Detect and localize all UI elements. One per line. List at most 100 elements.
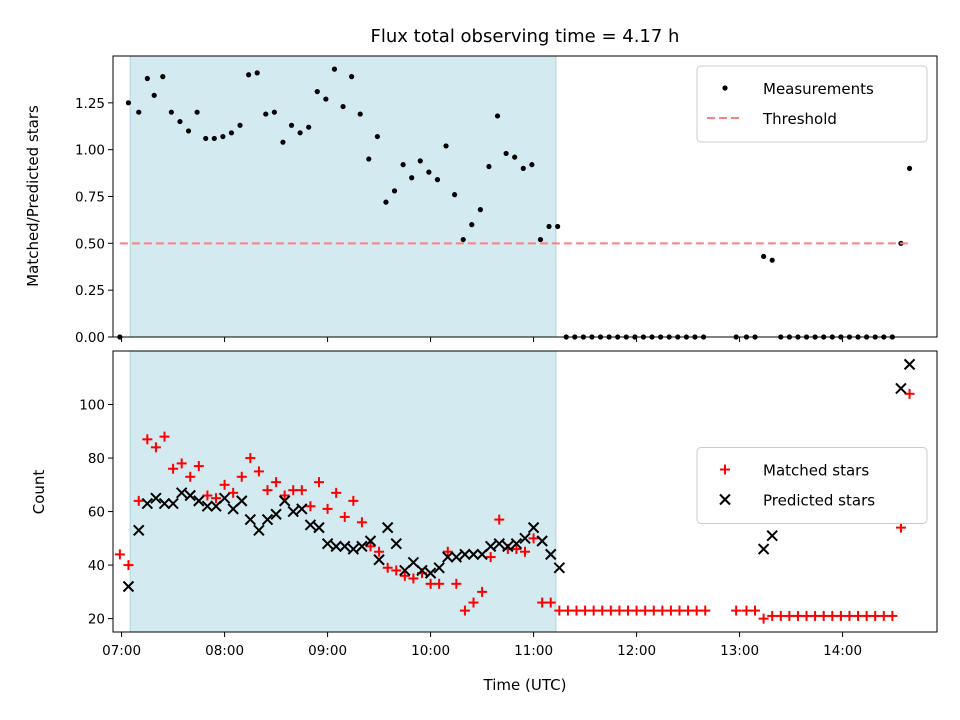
x-axis-label: Time (UTC) xyxy=(483,676,567,694)
predicted-star-point xyxy=(510,537,523,550)
predicted-star-point xyxy=(122,580,135,593)
x-stroke xyxy=(545,548,557,561)
x-stroke xyxy=(296,503,308,515)
predicted-star-point xyxy=(201,500,214,512)
predicted-star-point xyxy=(313,521,325,534)
predicted-star-point xyxy=(330,540,342,553)
predicted-star-point xyxy=(381,521,394,534)
predicted-star-point xyxy=(133,524,145,537)
predicted-star-point xyxy=(356,540,368,553)
measurement-point xyxy=(237,122,243,128)
x-stroke xyxy=(527,521,540,534)
measurement-point xyxy=(246,72,252,78)
x-stroke xyxy=(141,497,154,510)
x-stroke xyxy=(493,537,505,550)
predicted-star-point xyxy=(287,505,299,518)
predicted-star-point xyxy=(493,537,505,550)
matched-star-point xyxy=(792,610,803,621)
matched-star-point xyxy=(262,485,273,496)
matched-star-point xyxy=(588,605,599,616)
predicted-star-point xyxy=(484,540,497,553)
x-tick-label: 07:00 xyxy=(102,643,141,659)
matched-star-point xyxy=(185,471,196,482)
matched-star-point xyxy=(571,605,582,616)
x-stroke xyxy=(407,556,420,569)
y-tick-label: 0.25 xyxy=(75,283,105,299)
measurement-point xyxy=(323,96,329,102)
matched-star-point xyxy=(528,533,539,544)
predicted-star-point xyxy=(467,548,480,561)
y-tick-label: 60 xyxy=(88,505,105,521)
measurement-point xyxy=(357,111,363,117)
measurement-point xyxy=(185,128,192,134)
predicted-star-point xyxy=(244,513,257,526)
matched-star-point xyxy=(580,605,591,616)
predicted-star-point xyxy=(416,564,428,577)
matched-star-point xyxy=(691,605,702,616)
matched-star-point xyxy=(665,605,676,616)
x-stroke xyxy=(502,540,514,553)
matched-star-point xyxy=(835,610,846,621)
matched-star-point xyxy=(288,485,299,496)
x-tick-label: 14:00 xyxy=(823,643,862,659)
x-stroke xyxy=(270,508,282,520)
x-stroke xyxy=(895,382,907,395)
matched-star-point xyxy=(339,511,350,522)
measurement-point xyxy=(331,66,338,72)
top-panel-marks xyxy=(117,66,913,340)
predicted-star-point xyxy=(270,508,282,520)
measurement-point xyxy=(546,223,552,230)
measurement-point xyxy=(555,223,561,230)
predicted-star-point xyxy=(158,497,171,510)
x-stroke xyxy=(766,529,778,542)
legend-label: Predicted stars xyxy=(763,492,875,510)
axes-frame xyxy=(112,350,938,633)
matched-star-point xyxy=(442,546,453,557)
y-tick-label: 0.50 xyxy=(75,236,105,252)
x-stroke xyxy=(757,543,770,555)
x-stroke xyxy=(339,540,351,553)
matched-star-point xyxy=(391,565,402,576)
matched-star-point xyxy=(853,610,864,621)
measurement-point xyxy=(452,192,458,198)
x-stroke xyxy=(244,513,257,526)
measurement-point xyxy=(537,236,544,243)
legend-label: Measurements xyxy=(763,80,874,98)
predicted-star-point xyxy=(167,497,179,510)
matched-star-point xyxy=(322,503,333,514)
matched-star-point xyxy=(683,605,694,616)
matched-star-point xyxy=(674,605,685,616)
x-stroke xyxy=(484,540,497,553)
matched-star-point xyxy=(253,466,264,477)
matched-star-point xyxy=(554,605,565,616)
x-stroke xyxy=(347,543,360,555)
x-stroke xyxy=(253,524,265,537)
predicted-star-point xyxy=(527,521,540,534)
matched-star-point xyxy=(537,597,548,608)
x-stroke xyxy=(433,562,445,574)
measurement-point xyxy=(460,236,466,243)
matched-star-point xyxy=(459,605,470,616)
matched-star-point xyxy=(228,487,239,498)
matched-star-point xyxy=(123,560,134,571)
matched-star-point xyxy=(159,431,170,442)
predicted-star-point xyxy=(390,537,402,550)
matched-star-point xyxy=(356,517,367,528)
matched-star-point xyxy=(211,493,221,504)
measurement-point xyxy=(314,88,320,95)
measurement-point xyxy=(160,74,166,80)
x-stroke xyxy=(373,554,385,566)
x-stroke xyxy=(304,519,317,531)
measurement-point xyxy=(486,163,492,170)
matched-star-point xyxy=(827,610,838,621)
predicted-star-point xyxy=(236,495,248,507)
x-stroke xyxy=(313,521,325,534)
matched-star-point xyxy=(245,453,256,464)
top-y-axis-label: Matched/Predicted stars xyxy=(24,105,42,287)
x-stroke xyxy=(261,513,274,526)
y-tick-label: 80 xyxy=(88,451,105,467)
legend-predicted-marker xyxy=(719,493,731,506)
chart-title: Flux total observing time = 4.17 h xyxy=(371,26,680,47)
predicted-star-point xyxy=(184,489,196,502)
predicted-star-point xyxy=(218,492,231,504)
